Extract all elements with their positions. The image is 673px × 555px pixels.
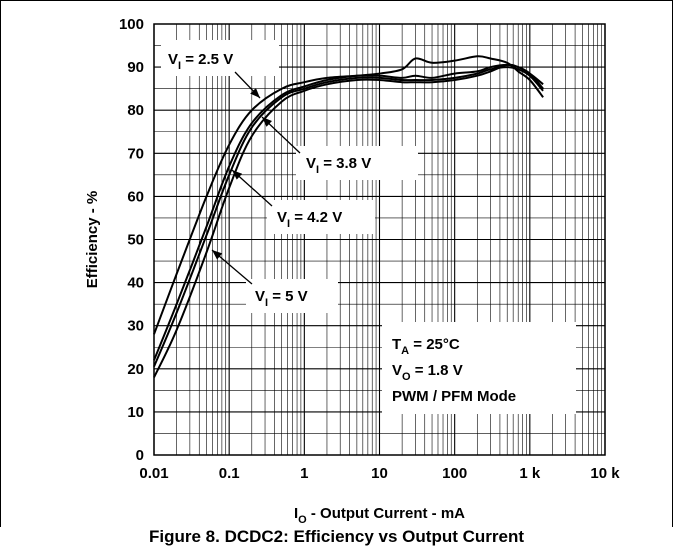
series-label-2: VI = 3.8 V — [306, 155, 371, 176]
series-line-4 — [153, 63, 544, 378]
series-label-background — [267, 200, 375, 234]
x-axis-label: IO - Output Current - mA — [294, 505, 465, 526]
efficiency-chart: 0 10 20 30 40 50 60 70 80 90 100 0.01 0.1 1 10 100 1 k 1… — [84, 16, 620, 526]
y-tick-label: 30 — [127, 318, 144, 335]
x-tick-labels: 0.01 0.1 1 10 100 1 k 10 k — [139, 465, 620, 482]
y-tick-label: 10 — [127, 404, 144, 421]
series-label-1: VI = 2.5 V — [168, 51, 233, 72]
y-tick-label: 50 — [127, 232, 144, 249]
series-label-3: VI = 4.2 V — [277, 209, 342, 230]
series-lines — [153, 55, 544, 378]
series-label-background — [246, 279, 338, 313]
y-tick-label: 80 — [127, 102, 144, 119]
leader-arrowhead — [212, 250, 223, 260]
leader-arrowhead — [262, 117, 273, 127]
series-line-1 — [153, 55, 544, 335]
y-tick-labels: 0 10 20 30 40 50 60 70 80 90 100 — [119, 16, 144, 464]
left-border — [0, 0, 1, 527]
leader-arrowhead — [250, 88, 260, 98]
condition-line-2: VO = 1.8 V — [392, 362, 463, 383]
leader-arrowhead — [232, 170, 243, 180]
figure-caption: Figure 8. DCDC2: Efficiency vs Output Cu… — [149, 527, 524, 546]
x-tick-label: 10 k — [590, 465, 620, 482]
conditions-annotation: TA = 25°C VO = 1.8 V PWM / PFM Mode — [382, 322, 576, 414]
x-tick-label: 10 — [371, 465, 388, 482]
y-tick-label: 20 — [127, 361, 144, 378]
series-line-3 — [153, 66, 544, 367]
y-tick-label: 40 — [127, 275, 144, 292]
condition-line-1: TA = 25°C — [392, 336, 460, 357]
x-tick-label: 0.1 — [219, 465, 240, 482]
conditions-background — [382, 322, 576, 414]
series-labels: VI = 2.5 V VI = 3.8 V VI = 4.2 V VI = 5 V — [161, 40, 418, 313]
y-tick-label: 70 — [127, 145, 144, 162]
y-tick-label: 60 — [127, 188, 144, 205]
x-tick-label: 100 — [442, 465, 467, 482]
top-border — [0, 0, 673, 1]
y-tick-label: 0 — [136, 447, 144, 464]
x-tick-label: 1 — [300, 465, 308, 482]
plot-frame — [153, 23, 606, 456]
x-tick-label: 1 k — [519, 465, 541, 482]
y-tick-label: 90 — [127, 59, 144, 76]
y-axis-label: Efficiency - % — [84, 191, 101, 289]
y-tick-label: 100 — [119, 16, 144, 33]
series-label-background — [296, 146, 418, 180]
series-label-background — [161, 40, 279, 76]
x-tick-label: 0.01 — [139, 465, 168, 482]
condition-line-3: PWM / PFM Mode — [392, 388, 516, 405]
series-label-4: VI = 5 V — [255, 288, 308, 309]
